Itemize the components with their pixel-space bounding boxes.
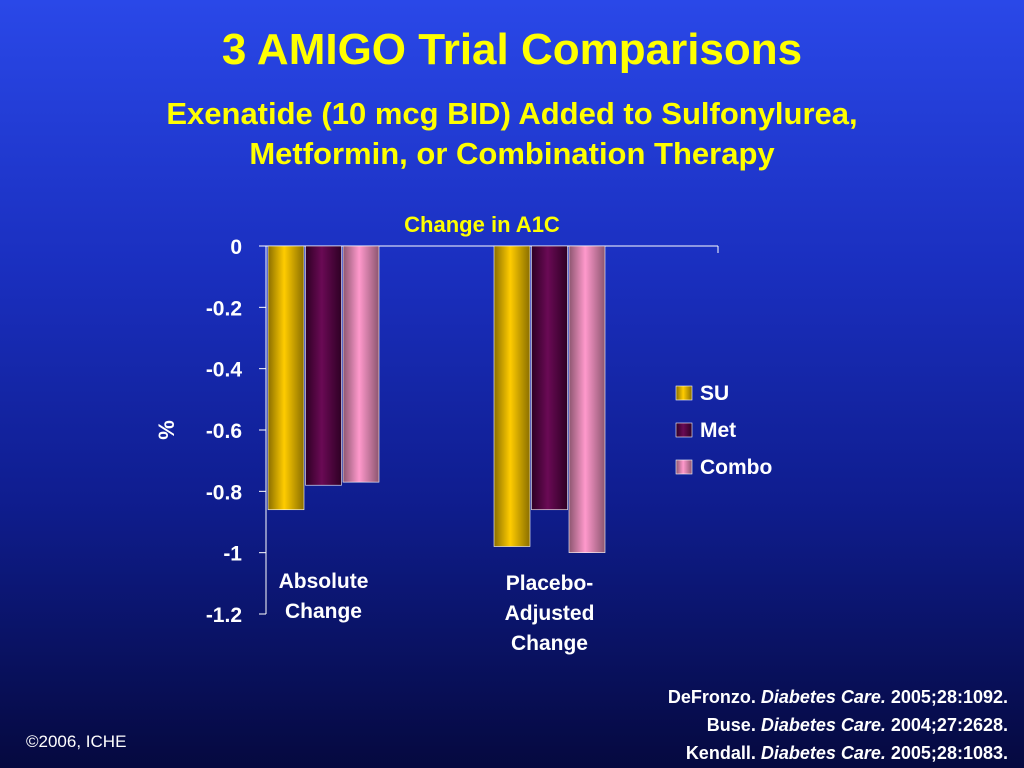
y-tick-label: -1 — [223, 543, 242, 566]
category-label: Adjusted — [505, 602, 595, 625]
legend-label-met: Met — [700, 419, 736, 442]
y-tick-label: 0 — [230, 236, 242, 259]
bar-su — [493, 245, 531, 547]
legend-label-combo: Combo — [700, 456, 772, 479]
a1c-bar-chart: Change in A1C% 0 -0.2 -0.4 -0.6 -0.8 -1 -1.2 Abs… — [154, 212, 772, 655]
copyright-notice: ©2006, ICHE — [26, 732, 127, 751]
legend-swatch-su — [675, 385, 693, 401]
reference-citation: 2005;28:1092. — [885, 687, 1008, 707]
bar-met — [305, 245, 342, 486]
category-label: Absolute — [279, 570, 369, 593]
bar-su — [267, 245, 305, 511]
reference-2: Buse. Diabetes Care. 2004;27:2628. — [668, 711, 1008, 739]
reference-journal: Diabetes Care. — [760, 743, 886, 763]
y-tick-label: -1.2 — [206, 604, 242, 627]
legend-swatch-combo — [675, 459, 693, 475]
bar-combo — [342, 245, 380, 483]
y-tick-label: -0.8 — [206, 481, 243, 504]
reference-citation: 2005;28:1083. — [885, 743, 1008, 763]
legend-label-su: SU — [700, 382, 729, 405]
bar-met — [531, 245, 568, 511]
subtitle-line-1: Exenatide (10 mcg BID) Added to Sulfonyl… — [166, 96, 858, 131]
reference-1: DeFronzo. Diabetes Care. 2005;28:1092. — [668, 683, 1008, 711]
reference-journal: Diabetes Care. — [760, 715, 886, 735]
y-tick-label: -0.6 — [206, 420, 242, 443]
reference-citation: 2004;27:2628. — [885, 715, 1008, 735]
chart-title: Change in A1C — [404, 212, 560, 237]
category-label: Placebo- — [506, 572, 594, 595]
page-title: 3 AMIGO Trial Comparisons — [221, 25, 803, 74]
references: DeFronzo. Diabetes Care. 2005;28:1092. Bu… — [668, 683, 1008, 767]
category-label: Change — [511, 632, 588, 655]
reference-author: DeFronzo. — [667, 687, 761, 707]
reference-journal: Diabetes Care. — [760, 687, 886, 707]
y-tick-label: -0.4 — [206, 359, 243, 382]
category-label: Change — [285, 600, 362, 623]
y-tick-label: -0.2 — [206, 297, 242, 320]
reference-author: Buse. — [706, 715, 761, 735]
page-subtitle: Exenatide (10 mcg BID) Added to Sulfonyl… — [0, 94, 1024, 174]
bar-combo — [568, 245, 606, 553]
subtitle-line-2: Metformin, or Combination Therapy — [249, 136, 775, 171]
y-axis-label: % — [154, 420, 179, 440]
reference-3: Kendall. Diabetes Care. 2005;28:1083. — [668, 739, 1008, 767]
reference-author: Kendall. — [685, 743, 761, 763]
legend-swatch-met — [675, 422, 693, 438]
